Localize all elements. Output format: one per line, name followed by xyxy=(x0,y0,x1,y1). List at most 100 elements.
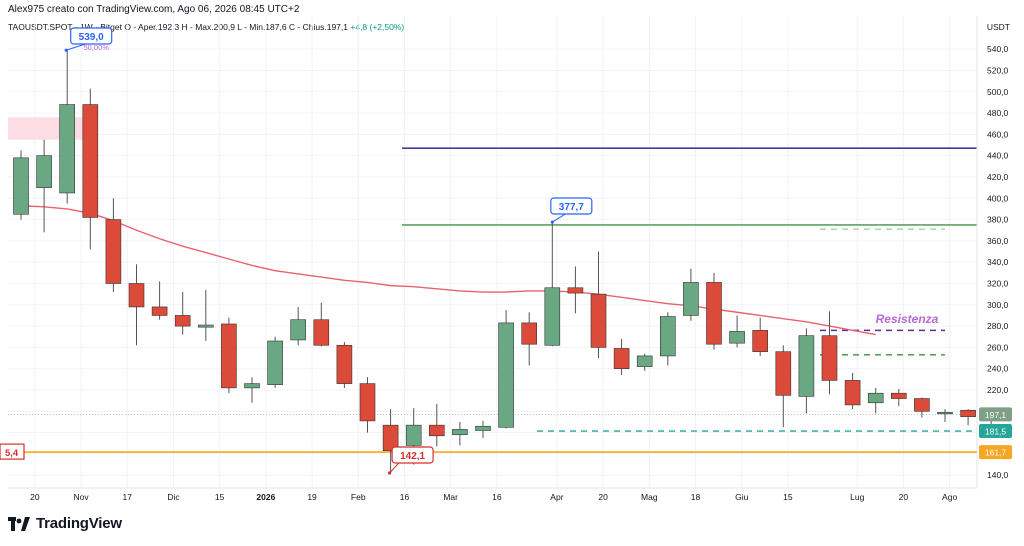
y-tick-label: 140,0 xyxy=(987,470,1009,480)
candle-body xyxy=(59,104,76,194)
y-tick-label: 360,0 xyxy=(987,236,1009,246)
symbol-name[interactable]: TAOUSDT.SPOT · 1W · Bitget xyxy=(8,22,122,32)
mid-point xyxy=(550,220,554,224)
ohlc-values: O - Aper.192,3 H - Max.200,9 L - Min.187… xyxy=(124,22,348,32)
candle-body xyxy=(475,425,491,431)
y-tick-label: 400,0 xyxy=(987,193,1009,203)
y-tick-label: 260,0 xyxy=(987,342,1009,352)
candle-body xyxy=(128,283,145,308)
price-tag-label: 161,7 xyxy=(985,448,1007,458)
candle-body xyxy=(290,319,307,341)
y-tick-label: 500,0 xyxy=(987,87,1009,97)
price-tag xyxy=(979,407,1012,422)
resistance-label: Resistenza xyxy=(876,312,939,326)
candle-body xyxy=(82,104,99,218)
candle-body xyxy=(336,344,353,384)
candle-body xyxy=(382,424,399,452)
tradingview-logo[interactable]: TradingView xyxy=(8,515,122,532)
change-value: +4,8 (+2,50%) xyxy=(350,22,405,32)
candle-body xyxy=(36,155,52,188)
y-tick-label: 240,0 xyxy=(987,364,1009,374)
x-tick-label: 2026 xyxy=(256,492,275,502)
high-label-box xyxy=(70,27,113,45)
high-point xyxy=(64,48,68,52)
candle-body xyxy=(13,157,29,215)
candle-body xyxy=(636,355,653,367)
y-tick-label: 220,0 xyxy=(987,385,1009,395)
x-tick-label: 15 xyxy=(215,492,225,502)
x-tick-label: Ago xyxy=(942,492,957,502)
candle-body xyxy=(844,380,861,406)
x-tick-label: Nov xyxy=(73,492,89,502)
y-tick-label: 460,0 xyxy=(987,129,1009,139)
candle-body xyxy=(198,324,214,328)
x-tick-label: 17 xyxy=(123,492,133,502)
x-tick-label: Mag xyxy=(641,492,658,502)
price-tag-label: 181,5 xyxy=(985,427,1007,437)
moving-average xyxy=(20,205,876,336)
candle-body xyxy=(729,331,745,344)
candle-body xyxy=(590,293,607,348)
y-tick-label: 340,0 xyxy=(987,257,1009,267)
candle-body xyxy=(659,316,676,357)
x-tick-label: Lug xyxy=(850,492,864,502)
candles xyxy=(13,50,1000,474)
grid xyxy=(8,16,977,488)
candle-body xyxy=(428,424,445,437)
currency-label: USDT xyxy=(986,22,1010,32)
candle-body xyxy=(890,392,907,399)
candle-body xyxy=(244,383,260,389)
x-tick-label: Apr xyxy=(550,492,563,502)
mid-pointer xyxy=(552,213,566,223)
y-tick-label: 320,0 xyxy=(987,278,1009,288)
candle-body xyxy=(151,306,168,316)
candle-body xyxy=(105,219,122,284)
candle-body xyxy=(498,322,514,428)
candle-body xyxy=(544,287,561,346)
candle-body xyxy=(821,335,838,381)
high-label: 539,0 xyxy=(79,32,104,43)
moving-average-line xyxy=(20,205,876,336)
candle-body xyxy=(405,424,422,446)
x-tick-label: 16 xyxy=(400,492,410,502)
candle-body xyxy=(613,348,630,370)
mid-label-box xyxy=(550,197,593,215)
x-tick-label: 18 xyxy=(691,492,701,502)
price-tag xyxy=(979,424,1012,439)
x-tick-label: Mar xyxy=(443,492,458,502)
x-tick-label: Giu xyxy=(735,492,749,502)
y-tick-label: 420,0 xyxy=(987,172,1009,182)
y-tick-label: 280,0 xyxy=(987,321,1009,331)
y-tick-label: 440,0 xyxy=(987,151,1009,161)
author-line: Alex975 creato con TradingView.com, Ago … xyxy=(8,4,300,15)
candle-body xyxy=(267,340,283,385)
high-pct-label: 50,00% xyxy=(83,43,109,52)
tradingview-logo-text: TradingView xyxy=(36,515,122,532)
x-tick-label: 19 xyxy=(307,492,317,502)
y-tick-label: 520,0 xyxy=(987,65,1009,75)
candle-body xyxy=(313,319,330,346)
candle-body xyxy=(798,335,815,397)
left-cut-box xyxy=(0,443,25,460)
candle-body xyxy=(359,383,376,422)
price-tag-label: 197,1 xyxy=(985,410,1007,420)
price-axis: 140,0160,0180,0200,0220,0240,0260,0280,0… xyxy=(976,16,1012,488)
symbol-info: TAOUSDT.SPOT · 1W · Bitget O - Aper.192,… xyxy=(8,22,404,32)
mid-label: 377,7 xyxy=(559,202,584,213)
low-point xyxy=(388,471,392,475)
highlight-zone xyxy=(8,117,89,140)
candle-body xyxy=(174,315,191,327)
candle-body xyxy=(867,392,884,404)
tradingview-logo-icon xyxy=(8,516,30,531)
x-tick-label: 20 xyxy=(899,492,909,502)
candle-body xyxy=(706,282,722,345)
x-tick-label: 16 xyxy=(492,492,502,502)
candle-body xyxy=(452,429,468,436)
candle-body xyxy=(914,398,930,412)
x-tick-label: 20 xyxy=(598,492,608,502)
low-label: 142,1 xyxy=(400,451,425,462)
y-tick-label: 380,0 xyxy=(987,215,1009,225)
price-tag xyxy=(979,445,1012,460)
x-tick-label: Feb xyxy=(351,492,366,502)
